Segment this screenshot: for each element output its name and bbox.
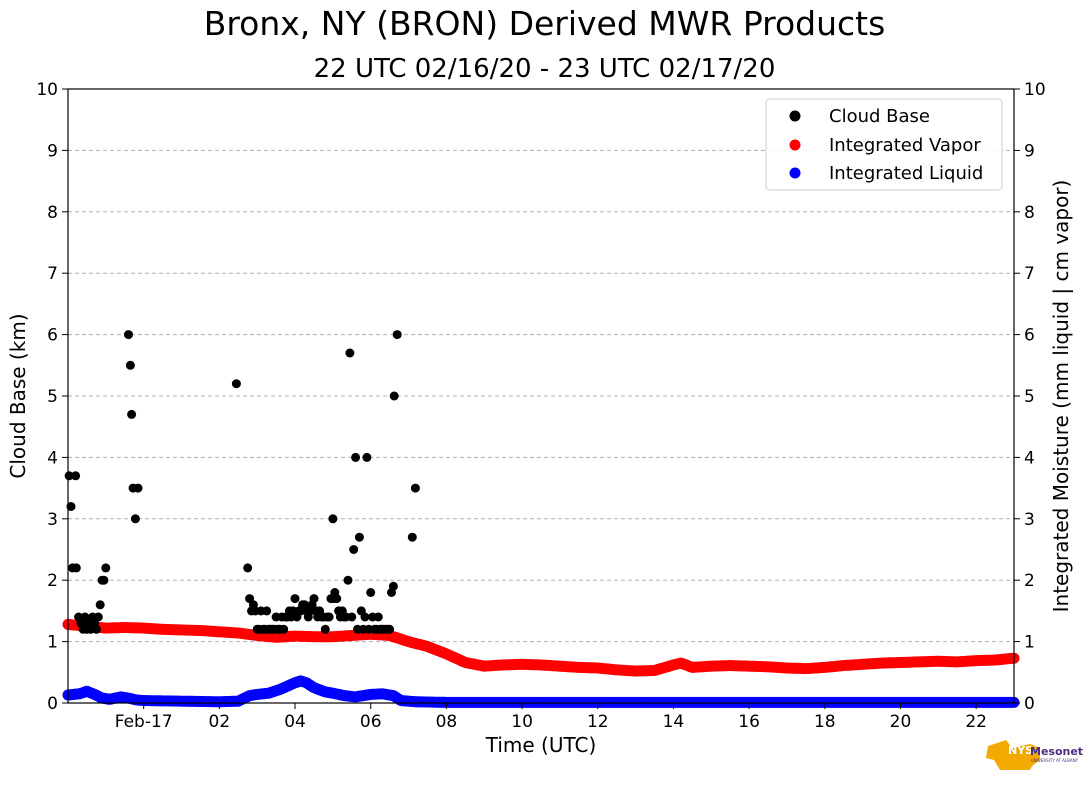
data-point-cloud-base: [243, 563, 253, 573]
x-tick-label: 04: [284, 712, 306, 732]
x-tick-label: Feb-17: [115, 712, 173, 732]
y-tick-label-right: 7: [1024, 264, 1035, 284]
data-point-cloud-base: [320, 624, 330, 634]
y-tick-label-right: 10: [1024, 80, 1046, 100]
y-axis-label-right: Integrated Moisture (mm liquid | cm vapo…: [1049, 180, 1073, 613]
logo-nys-text: NYS: [1008, 744, 1033, 757]
x-tick-label: 10: [511, 712, 533, 732]
data-point-cloud-base: [279, 624, 289, 634]
data-point-cloud-base: [389, 391, 399, 401]
y-tick-label-right: 5: [1024, 387, 1035, 407]
x-tick-label: 08: [436, 712, 458, 732]
data-point-cloud-base: [351, 452, 361, 462]
x-tick-label: 22: [965, 712, 987, 732]
y-axis-label-left: Cloud Base (km): [6, 313, 30, 478]
x-tick-label: 12: [587, 712, 609, 732]
ny-state-shape-icon: [986, 740, 1040, 770]
data-point-cloud-base: [407, 532, 417, 542]
data-point-cloud-base: [343, 575, 353, 585]
y-tick-label-left: 1: [47, 633, 58, 653]
x-tick-label: 14: [663, 712, 685, 732]
data-point-cloud-base: [290, 594, 300, 604]
y-tick-label-left: 9: [47, 141, 58, 161]
data-point-cloud-base: [95, 600, 105, 610]
x-tick-label: 16: [738, 712, 760, 732]
data-point-cloud-base: [71, 563, 81, 573]
chart-title: Bronx, NY (BRON) Derived MWR Products: [203, 4, 886, 43]
y-tick-label-right: 3: [1024, 510, 1035, 530]
data-point-cloud-base: [324, 612, 334, 622]
series-cloud-base: [64, 330, 420, 634]
data-point-cloud-base: [64, 471, 74, 481]
data-point-cloud-base: [125, 360, 135, 370]
y-tick-label-right: 9: [1024, 141, 1035, 161]
y-tick-label-left: 8: [47, 203, 58, 223]
data-point-cloud-base: [127, 409, 137, 419]
y-tick-label-left: 6: [47, 326, 58, 346]
data-point-cloud-base: [124, 330, 133, 340]
nys-mesonet-logo: NYS Mesonet UNIVERSITY AT ALBANY: [986, 740, 1083, 770]
x-tick-label: 06: [360, 712, 382, 732]
legend-marker-integrated-vapor: [789, 139, 801, 151]
x-tick-label: 18: [814, 712, 836, 732]
data-point-cloud-base: [99, 575, 109, 585]
data-point-cloud-base: [332, 594, 342, 604]
data-point-cloud-base: [130, 514, 140, 524]
y-tick-label-right: 4: [1024, 448, 1035, 468]
y-tick-label-left: 0: [47, 694, 58, 714]
data-point-cloud-base: [345, 348, 355, 358]
data-point-cloud-base: [66, 502, 76, 511]
y-tick-label-right: 2: [1024, 571, 1035, 591]
x-axis-label: Time (UTC): [485, 733, 597, 757]
chart-subtitle: 22 UTC 02/16/20 - 23 UTC 02/17/20: [313, 54, 776, 84]
y-tick-label-left: 2: [47, 571, 58, 591]
y-tick-label-right: 6: [1024, 326, 1035, 346]
legend-box: [765, 98, 1003, 191]
data-point-cloud-base: [133, 483, 143, 493]
data-point-cloud-base: [101, 563, 111, 573]
data-point-cloud-base: [392, 330, 402, 340]
y-tick-label-left: 3: [47, 510, 58, 530]
data-point-cloud-base: [91, 624, 101, 634]
y-tick-label-left: 4: [47, 448, 58, 468]
legend-label-integrated-vapor: Integrated Vapor: [829, 135, 981, 156]
y-tick-label-right: 0: [1024, 694, 1035, 714]
grid-lines: [68, 149, 1014, 643]
data-point-cloud-base: [93, 612, 103, 622]
data-point-cloud-base: [262, 606, 272, 616]
y-tick-label-left: 7: [47, 264, 58, 284]
data-point-cloud-base: [309, 594, 319, 604]
data-point-cloud-base: [354, 532, 364, 542]
data-point-cloud-base: [385, 624, 395, 634]
data-point-cloud-base: [362, 452, 372, 462]
logo-university-text: UNIVERSITY AT ALBANY: [1031, 758, 1079, 763]
y-tick-label-right: 8: [1024, 203, 1035, 223]
logo-mesonet-text: Mesonet: [1030, 745, 1083, 758]
y-tick-label-left: 5: [47, 387, 58, 407]
data-point-cloud-base: [347, 612, 357, 622]
data-point-cloud-base: [328, 514, 338, 524]
legend-marker-cloud-base: [789, 110, 801, 122]
legend-label-cloud-base: Cloud Base: [829, 106, 930, 127]
legend-label-integrated-liquid: Integrated Liquid: [829, 163, 983, 184]
y-tick-label-right: 1: [1024, 633, 1035, 653]
data-point-cloud-base: [231, 379, 241, 389]
data-point-cloud-base: [410, 483, 420, 493]
data-points: [62, 330, 1020, 708]
data-point-cloud-base: [71, 471, 81, 481]
series-integrated-vapor: [62, 618, 1020, 677]
data-point-cloud-base: [373, 612, 383, 622]
x-tick-label: 20: [890, 712, 912, 732]
y-tick-label-left: 10: [36, 80, 58, 100]
data-point-cloud-base: [349, 545, 359, 554]
data-point-cloud-base: [388, 581, 398, 591]
data-point-cloud-base: [360, 612, 370, 622]
data-point-cloud-base: [366, 588, 376, 597]
legend: Cloud Base Integrated Vapor Integrated L…: [765, 98, 1003, 191]
legend-marker-integrated-liquid: [789, 167, 801, 179]
x-tick-label: 02: [209, 712, 231, 732]
